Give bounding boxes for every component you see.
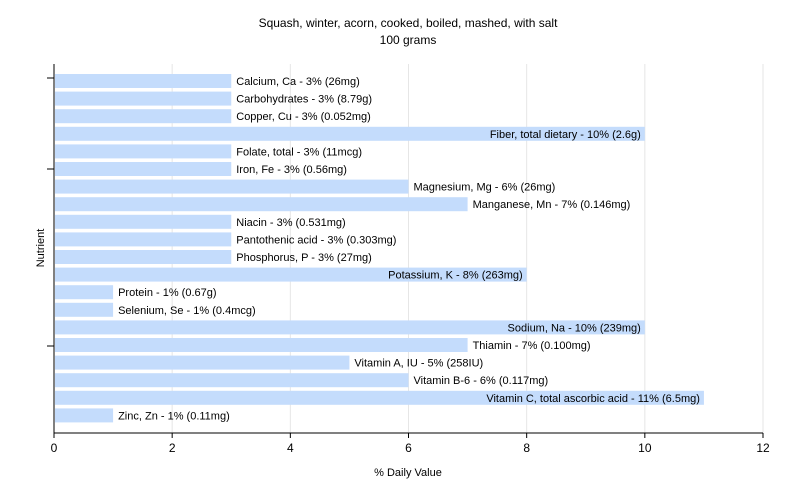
bar: [55, 285, 114, 300]
x-axis-label: % Daily Value: [374, 467, 442, 479]
bar: [55, 144, 232, 159]
bar: [55, 390, 704, 405]
bar-label: Vitamin C, total ascorbic acid - 11% (6.…: [486, 393, 700, 405]
bar: [55, 408, 114, 423]
bar-label: Niacin - 3% (0.531mg): [236, 217, 345, 229]
bar: [55, 302, 114, 317]
bar: [55, 197, 468, 212]
x-tick-label: 2: [169, 441, 176, 455]
bar: [55, 373, 409, 388]
bar-label: Vitamin A, IU - 5% (258IU): [354, 358, 483, 370]
axes: 0 2 4 6 8 10 12: [47, 64, 770, 455]
bar: [55, 232, 232, 247]
bar: [55, 126, 645, 141]
bar-label: Carbohydrates - 3% (8.79g): [236, 94, 372, 106]
bar-label: Fiber, total dietary - 10% (2.6g): [490, 129, 641, 141]
x-tick-label: 4: [287, 441, 294, 455]
bar: [55, 91, 232, 106]
bar: [55, 74, 232, 88]
bar-label: Phosphorus, P - 3% (27mg): [236, 252, 372, 264]
chart-subtitle: 100 grams: [380, 33, 437, 47]
bar: [55, 320, 645, 335]
bar-label: Calcium, Ca - 3% (26mg): [236, 76, 359, 88]
bar: [55, 109, 232, 124]
y-axis-label: Nutrient: [35, 229, 47, 268]
x-tick-label: 8: [523, 441, 530, 455]
bar: [55, 355, 350, 370]
bar-label: Zinc, Zn - 1% (0.11mg): [118, 410, 230, 422]
bar-label: Magnesium, Mg - 6% (26mg): [414, 182, 556, 194]
bar-label: Pantothenic acid - 3% (0.303mg): [236, 234, 396, 246]
bar-label: Potassium, K - 8% (263mg): [388, 270, 523, 282]
x-tick-label: 6: [405, 441, 412, 455]
bar-label: Iron, Fe - 3% (0.56mg): [236, 164, 347, 176]
bar: [55, 179, 409, 194]
bar-label: Vitamin B-6 - 6% (0.117mg): [414, 375, 549, 387]
x-tick-label: 10: [638, 441, 652, 455]
bar: [55, 250, 232, 264]
bar-label: Selenium, Se - 1% (0.4mcg): [118, 305, 256, 317]
bar: [55, 267, 527, 282]
x-tick-label: 0: [51, 441, 58, 455]
bar-label: Thiamin - 7% (0.100mg): [473, 340, 591, 352]
grid: [171, 64, 764, 433]
bar-label: Protein - 1% (0.67g): [118, 287, 216, 299]
bar: [55, 214, 232, 229]
x-tick-label: 12: [756, 441, 770, 455]
bar-label: Sodium, Na - 10% (239mg): [508, 322, 641, 334]
bar-label: Folate, total - 3% (11mcg): [236, 146, 362, 158]
bar: [55, 338, 468, 352]
bar-label: Copper, Cu - 3% (0.052mg): [236, 111, 371, 123]
bar-label: Manganese, Mn - 7% (0.146mg): [473, 199, 631, 211]
chart-title: Squash, winter, acorn, cooked, boiled, m…: [259, 16, 559, 30]
bars: Calcium, Ca - 3% (26mg) Carbohydrates - 3…: [55, 74, 704, 423]
bar: [55, 162, 232, 176]
